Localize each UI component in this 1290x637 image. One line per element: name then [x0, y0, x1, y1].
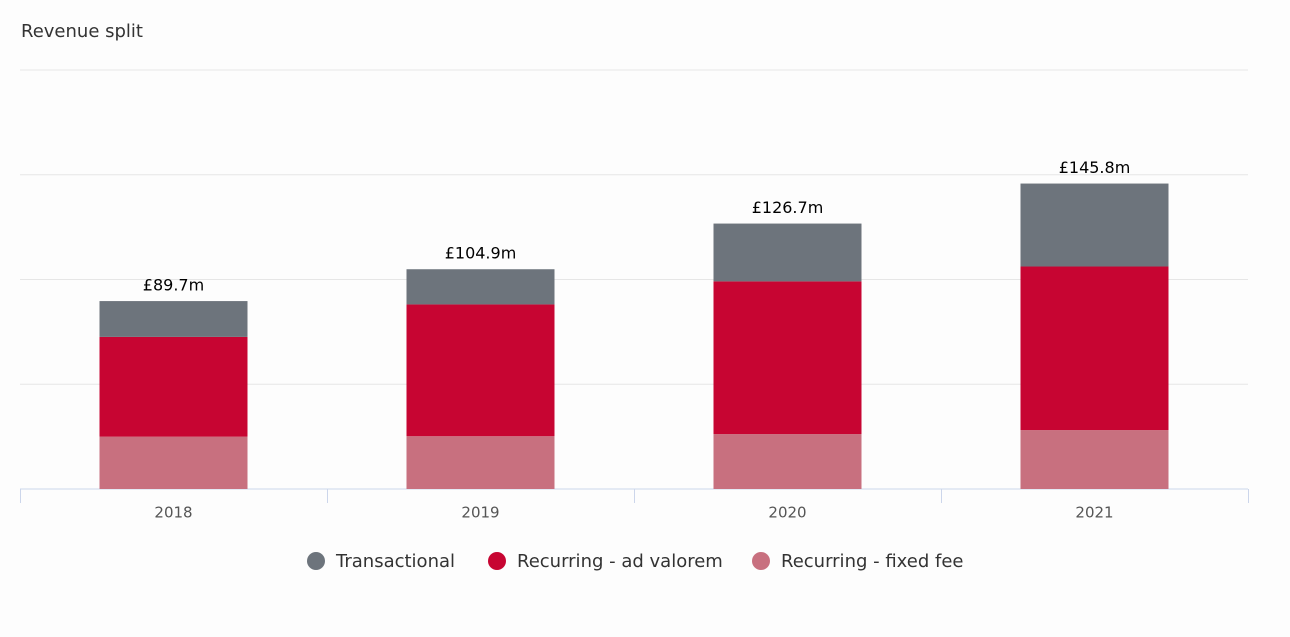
- legend-label: Recurring - fixed fee: [781, 551, 963, 572]
- bar-segment: [713, 223, 862, 282]
- bar-segment: [99, 336, 248, 437]
- bar-segment: [99, 436, 248, 489]
- bar-segment: [1020, 183, 1169, 267]
- total-label: £126.7m: [752, 198, 824, 217]
- total-label: £89.7m: [143, 276, 204, 295]
- chart-title: Revenue split: [21, 21, 143, 42]
- x-tick-label: 2019: [461, 504, 499, 522]
- total-label: £145.8m: [1059, 158, 1131, 177]
- bar-segment: [406, 304, 555, 437]
- legend-label: Recurring - ad valorem: [517, 551, 723, 572]
- legend-label: Transactional: [335, 551, 455, 572]
- bar-segment: [1020, 430, 1169, 489]
- legend-marker: [488, 552, 506, 570]
- bar-segment: [713, 434, 862, 489]
- legend-marker: [307, 552, 325, 570]
- total-label: £104.9m: [445, 244, 517, 263]
- x-tick-label: 2018: [154, 504, 192, 522]
- bar-segment: [99, 301, 248, 337]
- bar-segment: [406, 436, 555, 489]
- bar-segment: [406, 269, 555, 305]
- legend-marker: [752, 552, 770, 570]
- x-tick-label: 2020: [768, 504, 806, 522]
- bar-segment: [1020, 266, 1169, 431]
- x-tick-label: 2021: [1075, 504, 1113, 522]
- bar-segment: [713, 281, 862, 435]
